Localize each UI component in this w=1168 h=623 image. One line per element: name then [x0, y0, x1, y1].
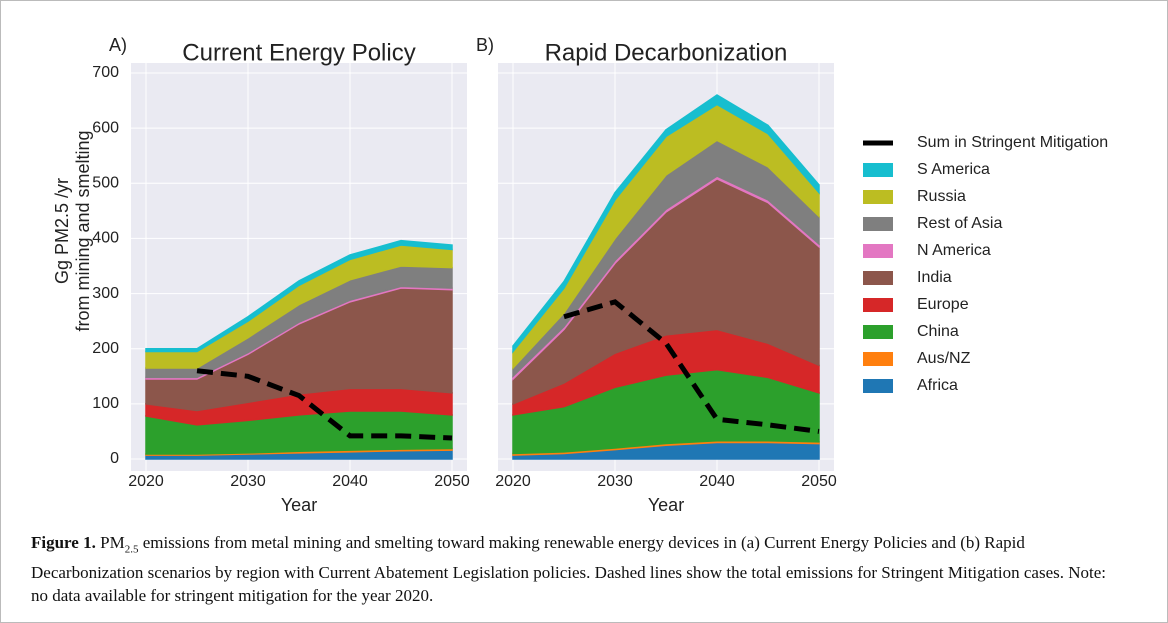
- caption-text: emissions from metal mining and smelting…: [31, 533, 1107, 606]
- y-tick-label: 600: [92, 119, 119, 136]
- area: [145, 239, 453, 353]
- x-axis-label: Year: [648, 495, 684, 515]
- legend-swatch: [863, 163, 893, 177]
- y-axis-label: Gg PM2.5 /yrfrom mining and smelting: [52, 130, 93, 331]
- area: [512, 94, 820, 354]
- legend-swatch: [863, 190, 893, 204]
- x-tick-label: 2030: [597, 473, 633, 490]
- stringent-line: [196, 368, 453, 441]
- legend-label: N America: [917, 242, 991, 259]
- x-tick-label: 2020: [495, 473, 531, 490]
- chart-title: Rapid Decarbonization: [545, 39, 788, 66]
- y-tick-label: 700: [92, 64, 119, 81]
- caption-sub: 2.5: [124, 543, 139, 556]
- legend-swatch: [863, 271, 893, 285]
- legend-swatch: [863, 217, 893, 231]
- x-tick-label: 2020: [128, 473, 164, 490]
- legend-label: Rest of Asia: [917, 215, 1002, 232]
- legend-swatch: [863, 244, 893, 258]
- legend-label: Europe: [917, 296, 969, 313]
- legend-label: Aus/NZ: [917, 350, 971, 367]
- stringent-line: [563, 299, 820, 434]
- y-tick-label: 100: [92, 395, 119, 412]
- x-tick-label: 2050: [434, 473, 470, 490]
- legend-swatch: [863, 352, 893, 366]
- y-tick-label: 400: [92, 230, 119, 247]
- x-axis-label: Year: [281, 495, 317, 515]
- legend-label: Sum in Stringent Mitigation: [917, 134, 1108, 151]
- x-tick-label: 2050: [801, 473, 837, 490]
- y-tick-label: 300: [92, 285, 119, 302]
- y-tick-label: 0: [110, 450, 119, 467]
- caption-text: PM: [100, 533, 125, 552]
- x-tick-label: 2030: [230, 473, 266, 490]
- y-axis-label-line: from mining and smelting: [73, 130, 93, 331]
- legend-swatch: [863, 298, 893, 312]
- y-axis-label-line: Gg PM2.5 /yr: [52, 178, 72, 284]
- y-tick-label: 500: [92, 175, 119, 192]
- legend-swatch: [863, 379, 893, 393]
- caption-label: Figure 1.: [31, 533, 96, 552]
- x-tick-label: 2040: [699, 473, 735, 490]
- chart-title: Current Energy Policy: [182, 39, 415, 66]
- y-tick-label: 200: [92, 340, 119, 357]
- caption: Figure 1. PM2.5 emissions from metal min…: [31, 531, 1111, 607]
- legend-label: Africa: [917, 377, 958, 394]
- legend-swatch: [863, 325, 893, 339]
- legend-label: S America: [917, 161, 990, 178]
- panel-label: A): [109, 35, 127, 55]
- panel-label: B): [476, 35, 494, 55]
- legend-label: Russia: [917, 188, 966, 205]
- legend-label: India: [917, 269, 952, 286]
- chart: 0 100 200 300 400 500 600 700 2020 2030 2040 2050 Ye…: [52, 35, 1108, 515]
- legend-label: China: [917, 323, 959, 340]
- x-tick-label: 2040: [332, 473, 368, 490]
